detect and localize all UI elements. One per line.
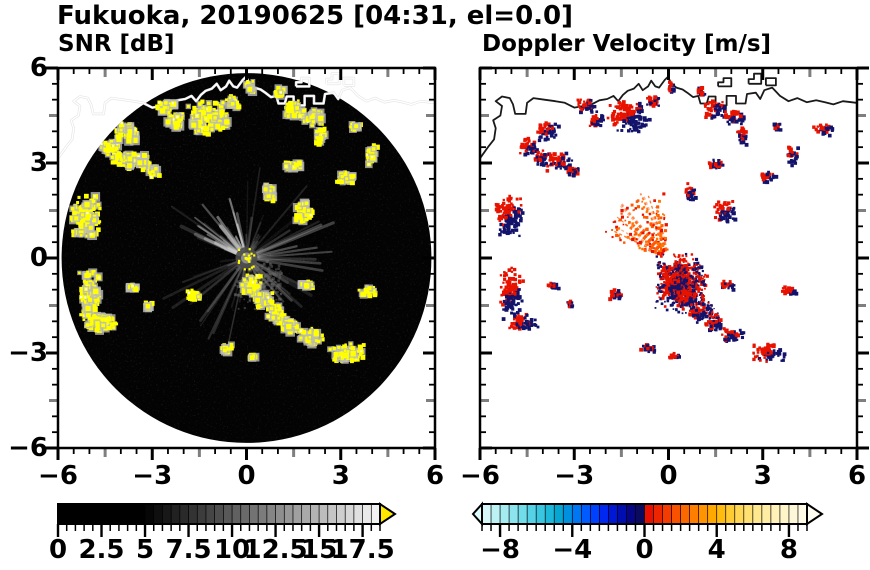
x-tick-label: −6 bbox=[460, 461, 500, 491]
radar-center-hole bbox=[663, 252, 674, 264]
colorbar-body bbox=[471, 501, 824, 537]
snr-colorbar-label: 5 bbox=[135, 535, 155, 565]
figure-title: Fukuoka, 20190625 [04:31, el=0.0] bbox=[57, 1, 574, 31]
velocity-echo-layer bbox=[494, 80, 835, 363]
y-tick-label: −6 bbox=[8, 433, 48, 463]
y-tick-label: 3 bbox=[29, 148, 48, 178]
x-tick-label: 6 bbox=[425, 461, 445, 491]
velocity-colorbar-label: −8 bbox=[480, 535, 520, 565]
plot-frame bbox=[478, 66, 859, 450]
velocity-panel-title: Doppler Velocity [m/s] bbox=[482, 31, 772, 57]
colorbar-body bbox=[56, 502, 397, 537]
snr-echo-layer bbox=[69, 78, 415, 364]
velocity-colorbar-label: 8 bbox=[779, 535, 798, 565]
snr-radar-plot bbox=[46, 66, 437, 460]
snr-colorbar-label: 0 bbox=[48, 535, 68, 565]
velocity-colorbar-label: −4 bbox=[552, 535, 593, 565]
snr-colorbar bbox=[56, 502, 397, 537]
x-tick-label: 0 bbox=[237, 461, 256, 491]
x-tick-label: −3 bbox=[132, 461, 173, 491]
velocity-colorbar-label: 4 bbox=[707, 535, 726, 565]
snr-colorbar-label: 17.5 bbox=[330, 535, 395, 565]
over-range-arrow bbox=[379, 502, 397, 526]
snr-colorbar-label: 7.5 bbox=[165, 535, 212, 565]
x-tick-label: −3 bbox=[554, 461, 595, 491]
x-tick-label: 0 bbox=[659, 461, 678, 491]
doppler-velocity-plot bbox=[478, 66, 869, 460]
center-echo-cloud bbox=[654, 252, 721, 325]
velocity-colorbar bbox=[471, 501, 824, 537]
y-tick-label: 0 bbox=[29, 243, 48, 273]
under-range-arrow bbox=[471, 501, 483, 527]
plot-frame bbox=[56, 66, 437, 450]
coastline bbox=[56, 72, 435, 160]
x-tick-label: 3 bbox=[331, 461, 350, 491]
coastline bbox=[479, 72, 857, 159]
velocity-colorbar-label: 0 bbox=[635, 535, 654, 565]
velocity-fan bbox=[605, 192, 669, 257]
y-tick-label: 6 bbox=[29, 53, 48, 83]
snr-colorbar-label: 2.5 bbox=[78, 535, 125, 565]
snr-colorbar-label: 15 bbox=[300, 535, 338, 565]
over-range-arrow bbox=[806, 502, 824, 526]
snr-colorbar-label: 10 bbox=[213, 535, 251, 565]
x-tick-label: 3 bbox=[753, 461, 772, 491]
snr-colorbar-label: 12.5 bbox=[243, 535, 308, 565]
x-tick-label: −6 bbox=[38, 461, 78, 491]
snr-panel-title: SNR [dB] bbox=[58, 31, 175, 57]
y-tick-label: −3 bbox=[8, 338, 48, 368]
x-tick-label: 6 bbox=[847, 461, 867, 491]
